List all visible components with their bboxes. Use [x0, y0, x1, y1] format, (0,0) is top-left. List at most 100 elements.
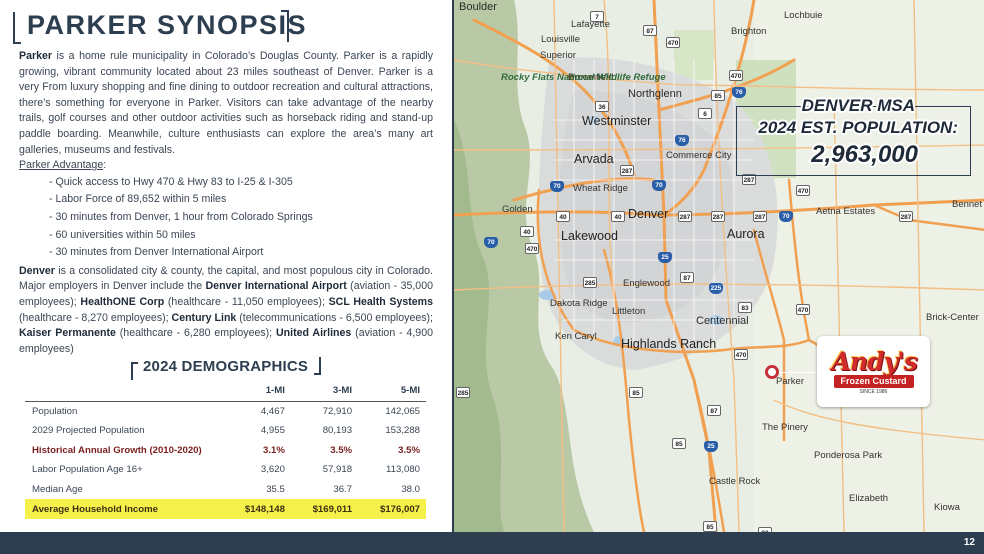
table-cell: 35.5 — [266, 484, 285, 496]
highway-shield: 470 — [525, 243, 539, 254]
list-item: - 60 universities within 50 miles — [49, 228, 196, 241]
column-header: 5-MI — [358, 381, 426, 402]
place-label: Boulder — [459, 1, 497, 13]
highway-shield: 470 — [666, 37, 680, 48]
table-cell: 80,193 — [322, 425, 353, 437]
table-row: Labor Population Age 16+ 3,620 57,918 11… — [25, 460, 426, 480]
logo-since: SINCE 1986 — [859, 388, 888, 395]
place-label: Broomfield — [568, 72, 614, 83]
table-row: Population 4,467 72,910 142,065 — [25, 401, 426, 421]
place-label: Ponderosa Park — [814, 450, 883, 461]
highway-shield: 7 — [590, 11, 604, 22]
title-block: PARKER SYNOPSIS — [13, 8, 306, 44]
highway-shield: 85 — [629, 387, 643, 398]
place-label: Bennet — [952, 199, 983, 210]
highway-shield: 87 — [680, 272, 694, 283]
highway-shield: 83 — [738, 302, 752, 313]
highway-shield: 70 — [779, 211, 793, 222]
table-row: Median Age 35.5 36.7 38.0 — [25, 480, 426, 500]
table-header-row: 1-MI 3-MI 5-MI — [25, 381, 426, 402]
highway-shield: 40 — [556, 211, 570, 222]
place-label: Commerce City — [666, 150, 732, 161]
synopsis-panel: PARKER SYNOPSIS Parker is a home rule mu… — [0, 0, 452, 532]
page-number: 12 — [963, 537, 975, 548]
row-label: 2029 Projected Population — [32, 425, 145, 437]
place-label: Centennial — [696, 315, 749, 327]
place-label: Dakota Ridge — [550, 298, 608, 309]
row-label: Average Household Income — [25, 499, 223, 520]
place-label: Arvada — [574, 152, 614, 166]
intro-name: Parker — [19, 50, 52, 62]
column-header — [25, 381, 223, 402]
table-cell: 113,080 — [386, 464, 420, 476]
highway-shield: 225 — [709, 283, 723, 294]
highway-shield: 6 — [698, 108, 712, 119]
logo-wordmark: Andy's — [831, 346, 918, 376]
location-pin-icon[interactable] — [765, 365, 779, 379]
table-cell: 3.5% — [398, 444, 420, 456]
highway-shield: 470 — [796, 304, 810, 315]
highway-shield: 25 — [658, 252, 672, 263]
msa-population-value: 2,963,000 — [811, 141, 918, 168]
advantage-heading: Parker Advantage: — [19, 158, 433, 174]
highway-shield: 25 — [704, 441, 718, 452]
place-label: Louisville — [541, 34, 581, 45]
highway-shield: 287 — [711, 211, 725, 222]
list-item: - Quick access to Hwy 470 & Hwy 83 to I-… — [49, 175, 293, 188]
demographics-table: 1-MI 3-MI 5-MI Population 4,467 72,910 1… — [25, 381, 426, 520]
place-label: Northglenn — [628, 88, 682, 100]
area-map[interactable]: Boulder Lafayette Louisville Lochbuie Br… — [452, 0, 984, 532]
highway-shield: 40 — [520, 226, 534, 237]
place-label: Brick-Center — [926, 312, 979, 323]
column-header: 3-MI — [290, 381, 359, 402]
list-item: - Labor Force of 89,652 within 5 miles — [49, 193, 227, 206]
place-label: Golden — [502, 204, 533, 215]
highway-shield: 287 — [620, 165, 634, 176]
highway-shield: 76 — [732, 87, 746, 98]
highway-shield: 287 — [753, 211, 767, 222]
msa-population-box: DENVER MSA 2024 EST. POPULATION: 2,963,0… — [736, 96, 971, 176]
row-label: Population — [32, 405, 78, 417]
place-label: Brighton — [731, 26, 767, 37]
andys-logo: Andy's Frozen Custard SINCE 1986 — [830, 347, 918, 397]
denver-text: (healthcare - 6,280 employees); — [115, 327, 276, 340]
list-item: - 30 minutes from Denver International A… — [49, 246, 264, 259]
row-label: Median Age — [32, 484, 83, 496]
table-row: 2029 Projected Population 4,955 80,193 1… — [25, 421, 426, 441]
highway-shield: 87 — [643, 25, 657, 36]
highway-shield: 40 — [611, 211, 625, 222]
table-row: Average Household Income $148,148 $169,0… — [25, 499, 426, 520]
place-label: Lafayette — [571, 19, 611, 30]
table-cell: 3,620 — [260, 464, 285, 476]
advantage-colon: : — [103, 159, 107, 172]
highway-shield: 85 — [672, 438, 686, 449]
place-label: Westminster — [582, 114, 652, 128]
pin-connector — [777, 372, 817, 373]
employer-name: Century Link — [171, 311, 237, 324]
employer-name: United Airlines — [276, 327, 352, 340]
highway-shield: 470 — [729, 70, 743, 81]
table-cell: 72,910 — [322, 405, 353, 417]
highway-shield: 83 — [758, 527, 772, 532]
table-cell: 142,065 — [385, 405, 420, 417]
place-label: Lochbuie — [784, 10, 823, 21]
employer-name: Denver International Airport — [205, 280, 347, 293]
highway-shield: 470 — [734, 349, 748, 360]
demographics-title: 2024 DEMOGRAPHICS — [143, 358, 309, 375]
denver-paragraph: Denver is a consolidated city & county, … — [19, 264, 433, 358]
denver-text: (aviation - 4,900 employees) — [19, 327, 433, 355]
place-label: Highlands Ranch — [621, 337, 717, 351]
demographics-bracket-left — [131, 362, 138, 380]
page-title: PARKER SYNOPSIS — [27, 10, 308, 40]
place-label: Littleton — [612, 306, 646, 317]
table-cell: 153,288 — [385, 425, 420, 437]
highway-shield: 70 — [652, 180, 666, 191]
tenant-logo-card: Andy's Frozen Custard SINCE 1986 — [817, 336, 930, 407]
place-label: Wheat Ridge — [573, 183, 628, 194]
list-item: - 30 minutes from Denver, 1 hour from Co… — [49, 210, 313, 223]
highway-shield: 285 — [583, 277, 597, 288]
employer-name: Kaiser Permanente — [19, 327, 116, 340]
denver-text: is a consolidated city & county, the cap… — [19, 264, 433, 293]
denver-text: (aviation - 35,000 employees); — [19, 280, 433, 308]
place-label: Ken Caryl — [555, 331, 597, 342]
